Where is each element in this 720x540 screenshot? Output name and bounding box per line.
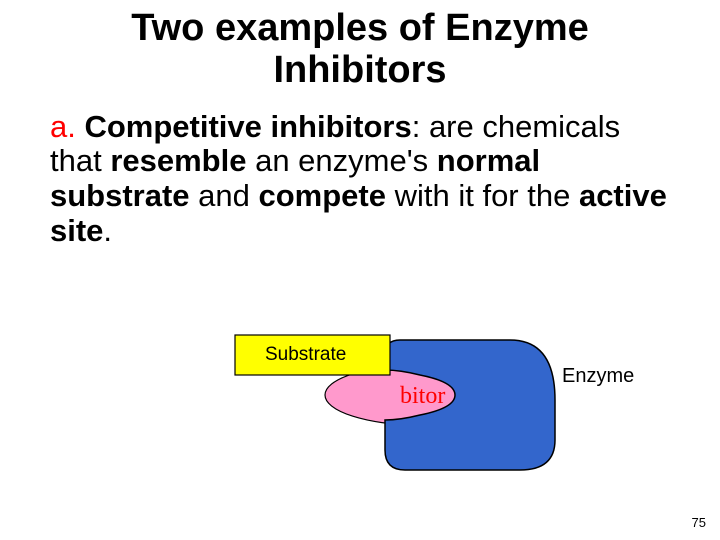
- body-content: Competitive inhibitors: are chemicals th…: [50, 109, 667, 248]
- slide-title: Two examples of Enzyme Inhibitors: [0, 0, 720, 92]
- title-line2: Inhibitors: [273, 49, 446, 91]
- body-text: a. Competitive inhibitors: are chemicals…: [0, 92, 720, 249]
- inhibitor-label: bitor: [400, 383, 445, 410]
- page-number: 75: [692, 515, 706, 530]
- list-marker: a.: [50, 109, 76, 144]
- title-line1: Two examples of Enzyme: [131, 7, 589, 49]
- enzyme-label: Enzyme: [562, 365, 634, 388]
- substrate-label: Substrate: [265, 344, 346, 366]
